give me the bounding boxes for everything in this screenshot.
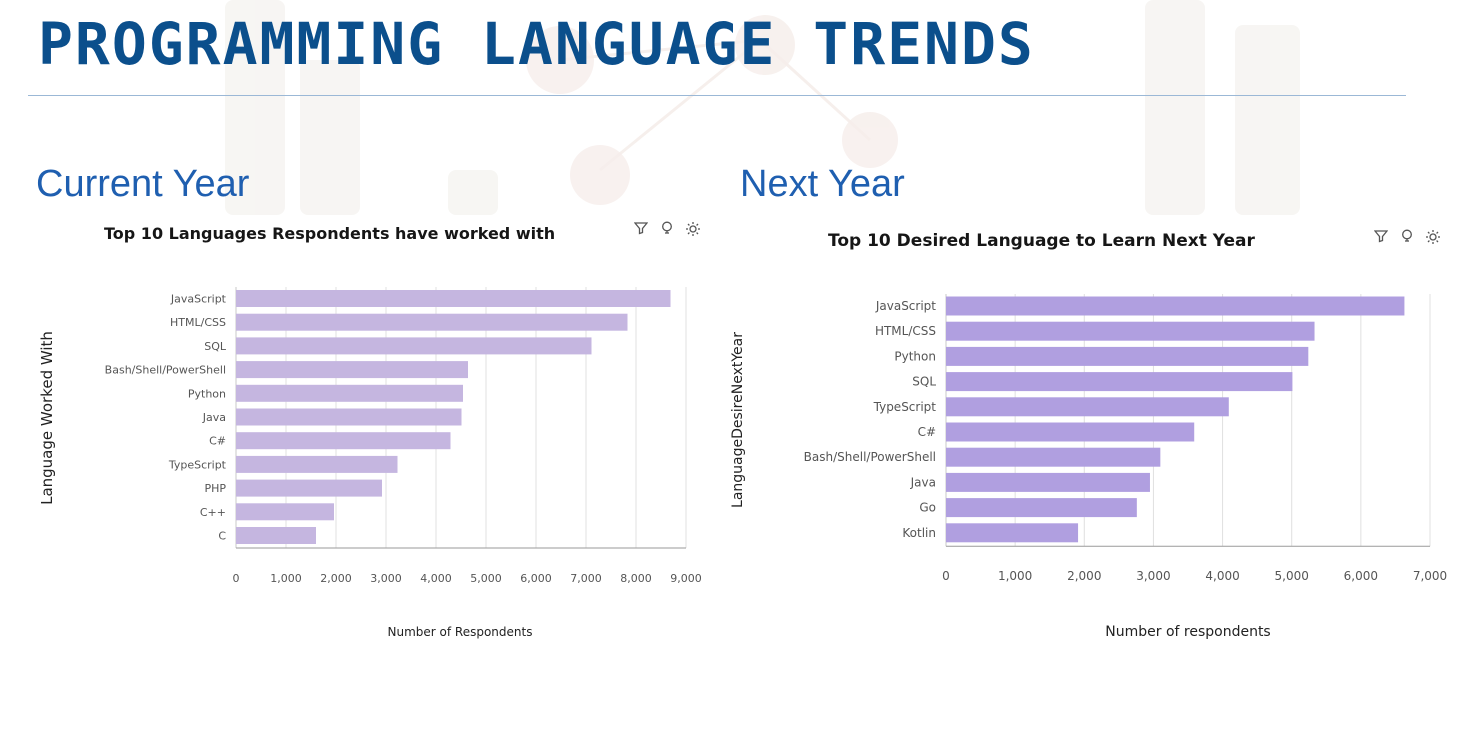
chart-current-bar — [236, 361, 468, 379]
chart-next-category-label: JavaScript — [875, 299, 936, 313]
chart-current-category-label: Bash/Shell/PowerShell — [105, 364, 226, 377]
chart-next-bar — [946, 321, 1315, 341]
chart-current-x-tick-label: 1,000 — [270, 572, 302, 585]
chart-current-bar — [236, 503, 334, 521]
chart-next-x-tick-label: 6,000 — [1344, 569, 1378, 583]
chart-next-y-axis-title: LanguageDesireNextYear — [730, 332, 746, 508]
chart-current-x-tick-label: 8,000 — [620, 572, 652, 585]
chart-current-bar — [236, 290, 671, 307]
chart-next-bar — [946, 346, 1309, 366]
chart-next-x-tick-label: 1,000 — [998, 569, 1032, 583]
settings-icon[interactable] — [1424, 229, 1442, 249]
next-year-heading: Next Year — [740, 163, 905, 205]
chart-current-category-label: JavaScript — [170, 293, 227, 306]
chart-current-x-tick-label: 4,000 — [420, 572, 452, 585]
filter-icon[interactable] — [632, 221, 650, 241]
chart-current-x-tick-label: 6,000 — [520, 572, 552, 585]
chart-next-bar — [946, 296, 1405, 316]
chart-next-bar — [946, 372, 1293, 392]
chart-current-category-label: C++ — [200, 506, 226, 519]
chart-current-category-label: Java — [202, 411, 226, 424]
chart-current-title: Top 10 Languages Respondents have worked… — [104, 224, 556, 243]
filter-icon[interactable] — [1372, 229, 1390, 249]
chart-next-bar — [946, 397, 1229, 417]
chart-next-category-label: TypeScript — [873, 400, 937, 414]
chart-next-bar — [946, 523, 1079, 543]
chart-current-x-tick-label: 2,000 — [320, 572, 352, 585]
lightbulb-icon[interactable] — [658, 221, 676, 241]
chart-current-category-label: Python — [188, 387, 226, 400]
chart-next-category-label: Go — [919, 501, 936, 515]
chart-next-x-axis-title: Number of respondents — [1105, 624, 1270, 640]
chart-next-bar — [946, 447, 1161, 467]
chart-next-x-tick-label: 5,000 — [1275, 569, 1309, 583]
chart-current-x-axis-title: Number of Respondents — [388, 625, 533, 639]
chart-next-bar — [946, 472, 1150, 492]
slide-title: PROGRAMMING LANGUAGE TRENDS — [38, 10, 1035, 78]
chart-current-category-label: PHP — [204, 482, 226, 495]
chart-next-bar — [946, 422, 1195, 442]
chart-next-category-label: HTML/CSS — [875, 324, 936, 338]
chart-current-year: 0 1,000 2,000 3,000 4,000 5,000 6,000 7,000 8,00… — [38, 287, 702, 639]
chart-current-bar — [236, 313, 628, 331]
chart-current-x-tick-label: 0 — [233, 572, 240, 585]
chart-current-x-tick-label: 3,000 — [370, 572, 402, 585]
chart-next-title: Top 10 Desired Language to Learn Next Ye… — [828, 231, 1255, 251]
chart-current-y-axis-title: Language Worked With — [38, 331, 56, 505]
chart-next-toolbar — [1372, 229, 1442, 249]
lightbulb-icon[interactable] — [1398, 229, 1416, 249]
chart-next-bar — [946, 498, 1137, 518]
chart-next-category-label: Bash/Shell/PowerShell — [804, 450, 936, 464]
chart-next-category-label: SQL — [912, 375, 936, 389]
chart-current-bar — [236, 479, 382, 497]
chart-current-bar — [236, 408, 462, 426]
chart-next-x-tick-label: 3,000 — [1136, 569, 1170, 583]
chart-next-x-tick-label: 0 — [942, 569, 950, 583]
chart-current-x-tick-label: 9,000 — [670, 572, 702, 585]
settings-icon[interactable] — [684, 221, 702, 241]
chart-current-x-tick-label: 7,000 — [570, 572, 602, 585]
chart-current-bar — [236, 527, 316, 544]
chart-current-bar — [236, 384, 463, 402]
chart-current-toolbar — [632, 221, 702, 241]
chart-current-x-tick-label: 5,000 — [470, 572, 502, 585]
chart-next-category-label: Python — [894, 349, 936, 363]
chart-next-x-tick-label: 7,000 — [1413, 569, 1447, 583]
chart-next-category-label: Kotlin — [902, 526, 936, 540]
chart-current-bar — [236, 337, 592, 355]
chart-current-category-label: SQL — [204, 340, 227, 353]
chart-next-x-tick-label: 4,000 — [1205, 569, 1239, 583]
chart-next-category-label: Java — [910, 475, 936, 489]
chart-current-category-label: TypeScript — [168, 458, 227, 471]
chart-current-category-label: C — [218, 530, 226, 543]
chart-next-x-tick-label: 2,000 — [1067, 569, 1101, 583]
chart-current-bar — [236, 455, 398, 473]
chart-current-category-label: HTML/CSS — [170, 316, 226, 329]
title-divider — [28, 95, 1406, 96]
chart-current-bar — [236, 432, 451, 450]
current-year-heading: Current Year — [36, 163, 250, 205]
chart-next-category-label: C# — [918, 425, 936, 439]
chart-current-category-label: C# — [209, 435, 226, 448]
